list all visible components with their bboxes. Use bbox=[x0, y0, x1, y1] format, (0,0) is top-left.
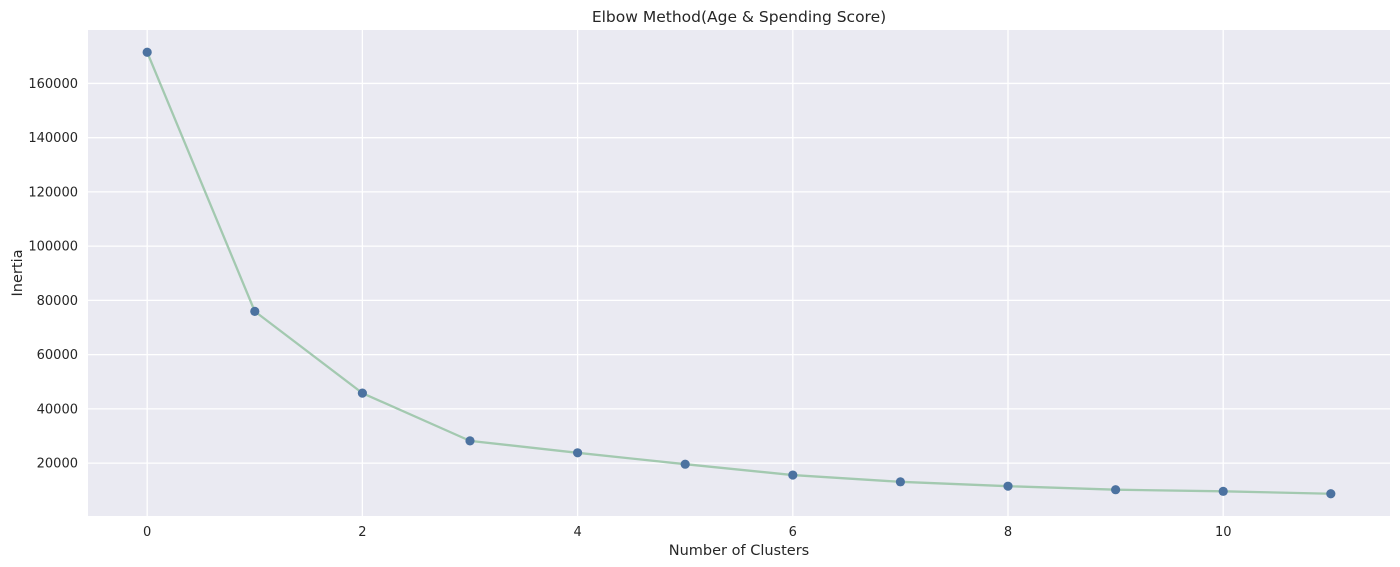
data-point bbox=[895, 477, 906, 487]
data-points bbox=[142, 47, 1336, 499]
data-point bbox=[572, 448, 583, 458]
data-point bbox=[142, 47, 152, 57]
y-axis-label: Inertia bbox=[10, 250, 26, 297]
y-tick-label: 120000 bbox=[28, 185, 78, 200]
x-tick-label: 10 bbox=[1215, 525, 1232, 540]
y-tick-label: 20000 bbox=[37, 457, 78, 472]
plot-area bbox=[88, 30, 1390, 516]
data-point bbox=[1111, 485, 1121, 495]
data-point bbox=[1003, 481, 1013, 491]
y-tick-label: 40000 bbox=[37, 402, 78, 417]
data-point bbox=[788, 470, 798, 480]
y-tick-label: 100000 bbox=[28, 240, 78, 255]
data-point bbox=[680, 459, 690, 469]
y-tick-label: 60000 bbox=[37, 348, 78, 363]
x-axis-label: Number of Clusters bbox=[669, 543, 809, 559]
series-line bbox=[146, 51, 1331, 495]
gridlines bbox=[88, 30, 1390, 516]
y-tick-label: 140000 bbox=[28, 131, 78, 146]
data-point bbox=[357, 388, 367, 398]
x-tick-label: 8 bbox=[1004, 525, 1012, 540]
y-tick-labels: 20000 40000 60000 80000 100000 120000 140000 16… bbox=[28, 77, 78, 472]
y-tick-label: 160000 bbox=[28, 77, 78, 92]
x-tick-labels: 0 2 4 6 8 10 bbox=[143, 525, 1231, 540]
x-tick-label: 4 bbox=[573, 525, 581, 540]
chart-title: Elbow Method(Age & Spending Score) bbox=[592, 8, 886, 26]
data-point bbox=[250, 306, 260, 316]
x-tick-label: 6 bbox=[789, 525, 797, 540]
x-tick-label: 2 bbox=[358, 525, 366, 540]
data-point bbox=[1218, 486, 1228, 496]
data-point bbox=[1326, 489, 1336, 499]
x-tick-label: 0 bbox=[143, 525, 151, 540]
data-point bbox=[465, 436, 475, 446]
y-tick-label: 80000 bbox=[37, 294, 78, 309]
